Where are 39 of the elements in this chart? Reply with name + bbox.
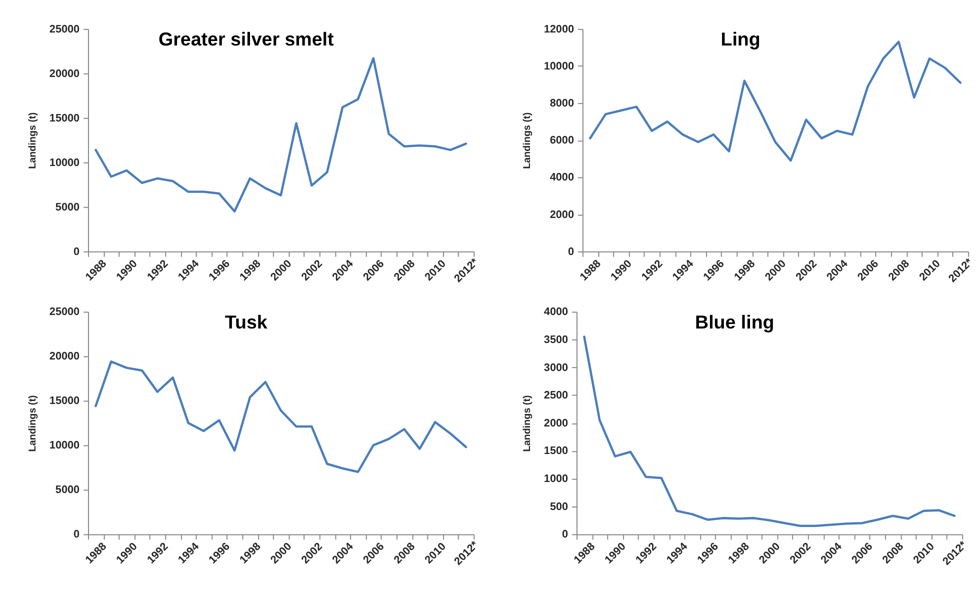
y-tick-label: 15000 [49, 112, 80, 124]
y-tick-label: 25000 [49, 23, 80, 36]
y-tick-label: 8000 [550, 98, 574, 110]
y-tick-label: 0 [568, 246, 574, 258]
chart-title: Tusk [224, 312, 268, 333]
y-tick-label: 2000 [544, 417, 568, 430]
y-tick-label: 25000 [49, 306, 80, 318]
y-tick-label: 2500 [544, 390, 568, 402]
chart-title: Greater silver smelt [158, 28, 334, 50]
y-tick-label: 5000 [55, 201, 80, 214]
y-tick-label: 10000 [49, 440, 80, 452]
y-tick-label: 1500 [544, 445, 568, 458]
y-tick-label: 20000 [49, 68, 80, 80]
y-tick-label: 2000 [550, 208, 574, 221]
y-tick-label: 12000 [544, 23, 574, 36]
line-series [583, 336, 956, 527]
y-tick-label: 4000 [550, 172, 574, 184]
line-series [94, 57, 468, 212]
y-tick-label: 3000 [544, 362, 568, 374]
y-tick-label: 4000 [544, 306, 568, 318]
y-axis-title: Landings (t) [28, 112, 39, 169]
y-tick-label: 6000 [550, 134, 574, 147]
y-tick-label: 3500 [544, 334, 568, 346]
y-tick-label: 0 [74, 246, 80, 258]
chart-title: Ling [720, 28, 760, 50]
y-tick-label: 20000 [49, 350, 80, 363]
y-tick-label: 10000 [49, 156, 80, 169]
y-tick-label: 0 [74, 528, 80, 541]
y-tick-label: 10000 [544, 60, 574, 72]
y-tick-label: 5000 [55, 484, 80, 496]
line-series [94, 360, 468, 474]
y-axis-title: Landings (t) [28, 395, 39, 452]
y-tick-label: 1000 [544, 473, 568, 486]
y-tick-label: 0 [562, 528, 568, 541]
chart-title: Blue ling [695, 312, 774, 333]
y-tick-label: 500 [550, 500, 568, 513]
y-axis-title: Landings (t) [522, 112, 533, 169]
y-tick-label: 15000 [49, 395, 80, 408]
y-axis-title: Landings (t) [522, 395, 534, 452]
